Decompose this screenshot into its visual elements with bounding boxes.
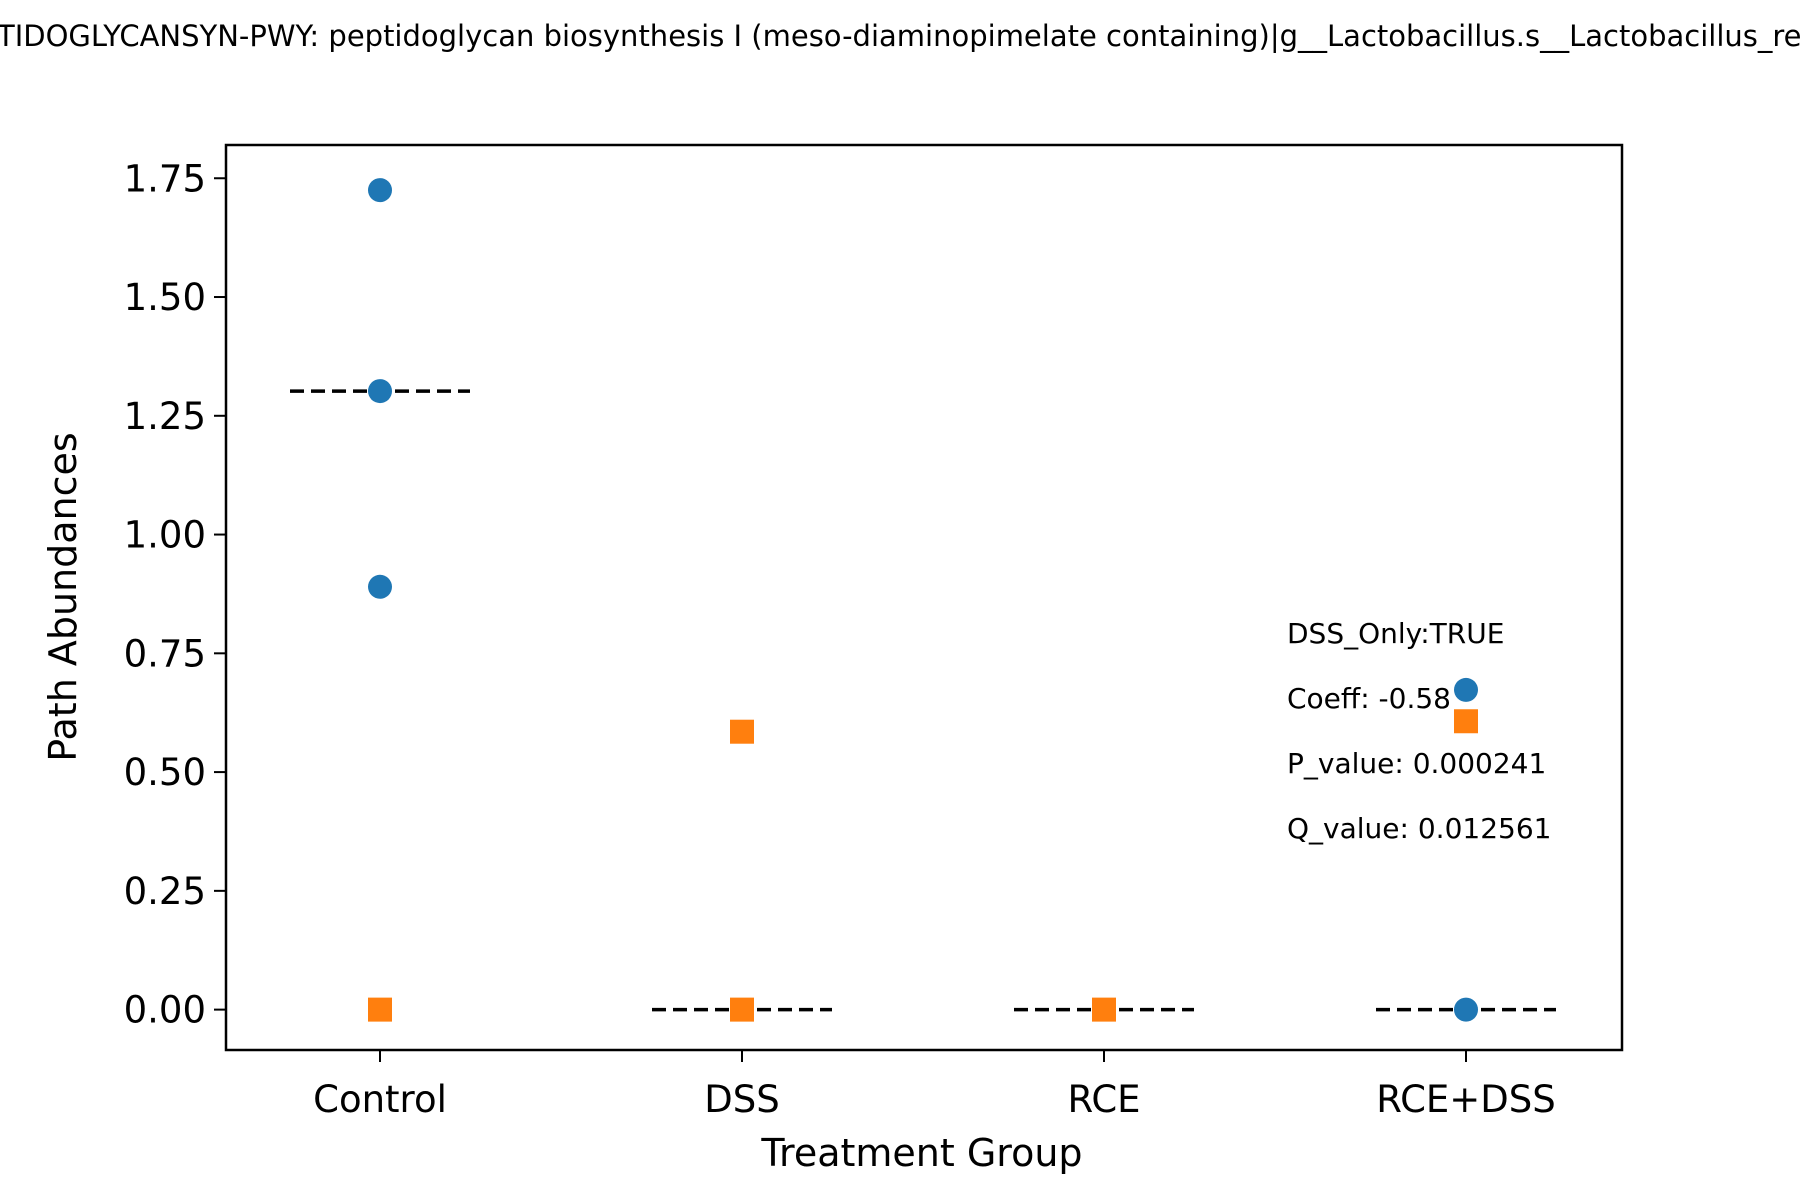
annotation-line: P_value: 0.000241 [1287, 747, 1546, 780]
y-tick-label: 1.75 [124, 157, 206, 200]
y-tick-label: 0.25 [124, 870, 206, 913]
x-tick-label: DSS [704, 1078, 779, 1121]
y-tick-label: 1.50 [124, 276, 206, 319]
annotation-line: DSS_Only:TRUE [1287, 617, 1504, 650]
y-axis-label: Path Abundances [41, 432, 85, 761]
x-tick-label: RCE [1067, 1078, 1140, 1121]
y-tick-label: 1.25 [124, 395, 206, 438]
data-point-circle [1454, 997, 1478, 1022]
annotation-line: Coeff: -0.58 [1287, 682, 1451, 715]
data-point-circle [1454, 677, 1478, 702]
x-tick-label: RCE+DSS [1376, 1078, 1556, 1121]
x-axis-label: Treatment Group [760, 1131, 1082, 1175]
annotation-line: Q_value: 0.012561 [1287, 812, 1551, 845]
chart-title: TIDOGLYCANSYN-PWY: peptidoglycan biosynt… [0, 19, 1800, 53]
y-tick-label: 1.00 [124, 514, 206, 557]
points-layer [368, 178, 1478, 1022]
data-point-square [368, 997, 392, 1022]
y-tick-label: 0.50 [124, 751, 206, 794]
ticks-layer: 0.00 0.25 0.50 0.75 1.00 1.25 1.50 1.75 Control D… [124, 157, 1556, 1121]
y-tick-label: 0.75 [124, 632, 206, 675]
data-point-square [1092, 997, 1116, 1022]
plot-frame [224, 143, 1624, 1052]
data-point-square [730, 719, 754, 744]
data-point-circle [368, 178, 392, 203]
data-point-square [1454, 709, 1478, 734]
x-tick-label: Control [313, 1078, 447, 1121]
data-point-square [730, 997, 754, 1022]
data-point-circle [368, 379, 392, 404]
y-tick-label: 0.00 [124, 989, 206, 1032]
data-point-circle [368, 574, 392, 599]
stats-annotation: DSS_Only:TRUE Coeff: -0.58 P_value: 0.0002… [1287, 617, 1551, 845]
